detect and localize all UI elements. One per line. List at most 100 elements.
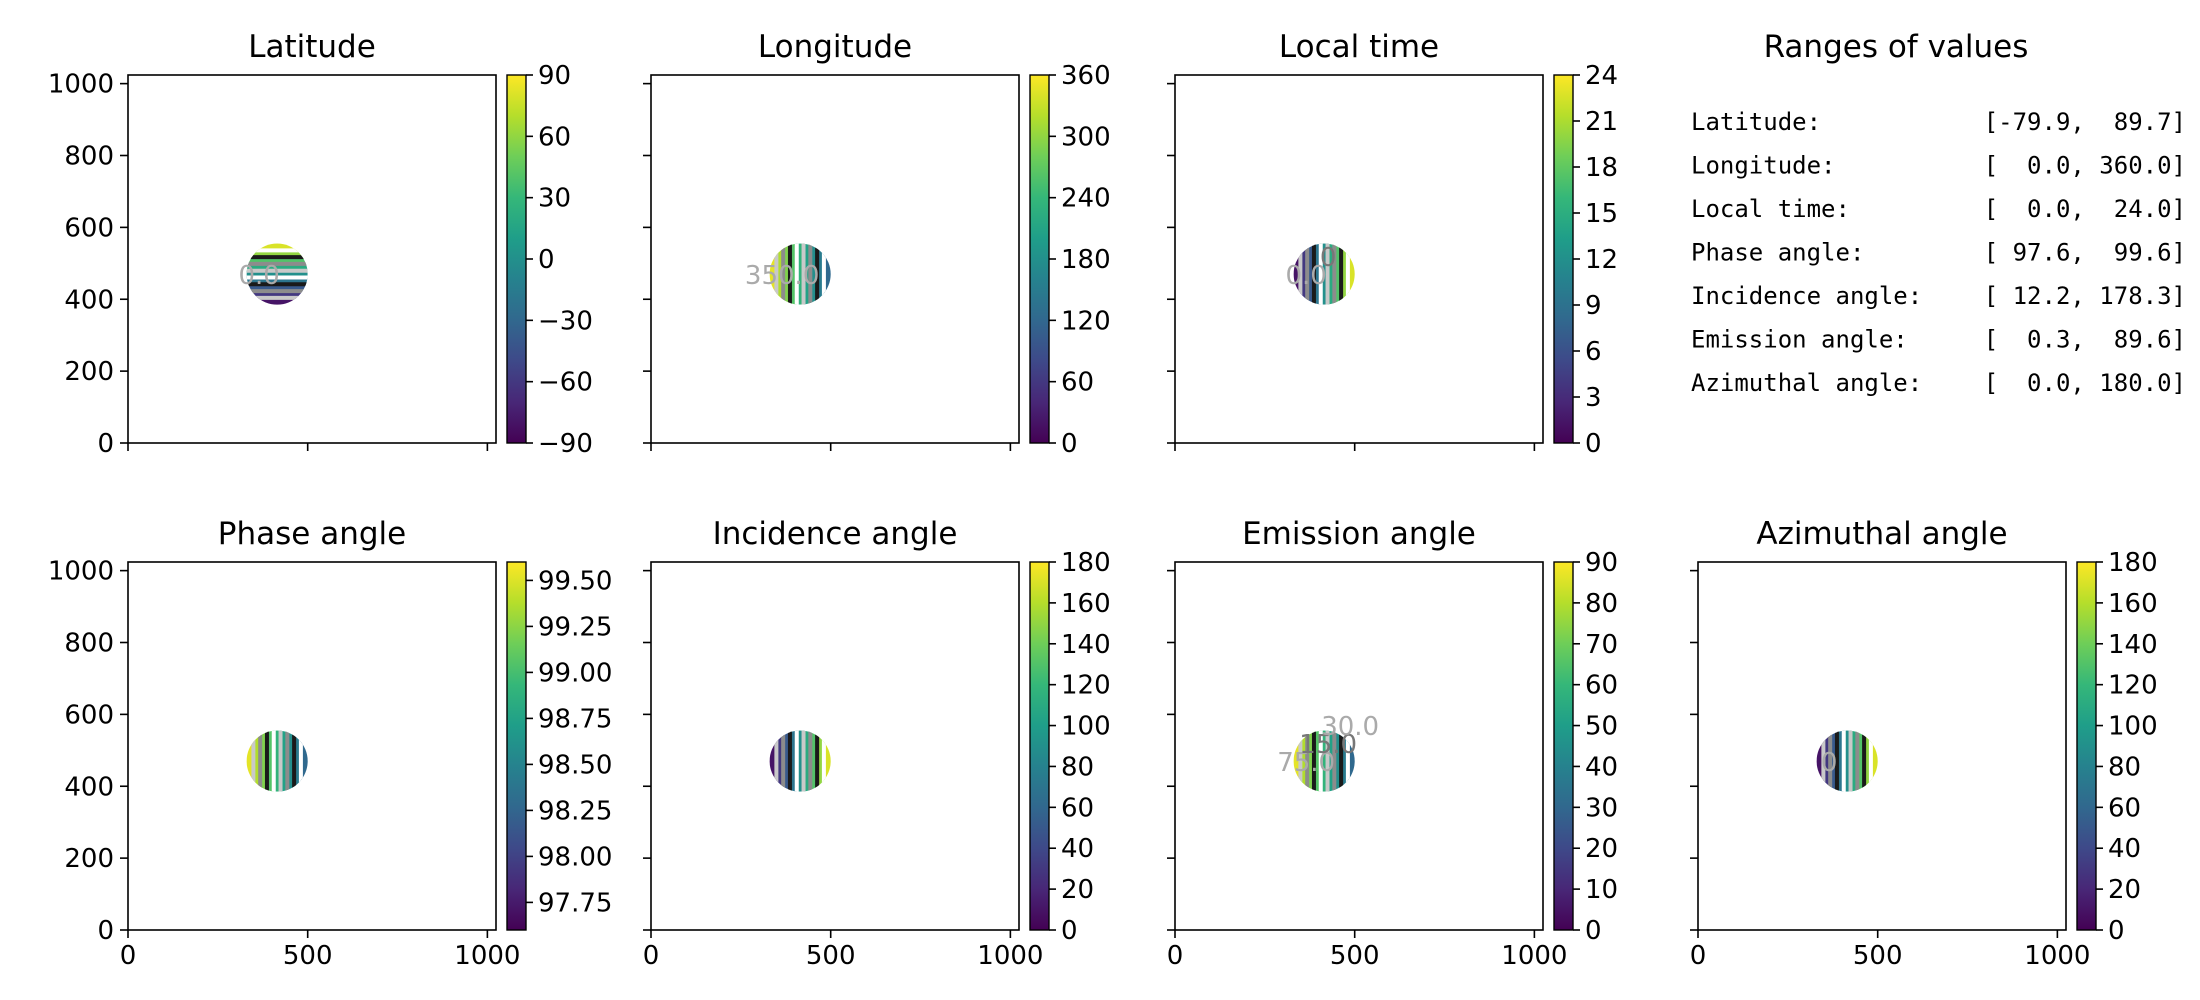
colorbar-tick-label: 60	[538, 122, 571, 152]
contour-label: 75.0	[1277, 748, 1335, 778]
range-value: [ 0.0, 360.0]	[1984, 152, 2186, 180]
y-tick-label: 1000	[48, 70, 114, 100]
axes-frame	[650, 561, 1020, 931]
colorbar-tick-label: 24	[1585, 61, 1618, 91]
range-label: Azimuthal angle:	[1691, 369, 1922, 397]
range-value: [-79.9, 89.7]	[1984, 108, 2186, 136]
disk-band	[1334, 730, 1343, 792]
disk-band	[1313, 243, 1322, 305]
disk-band	[776, 243, 785, 305]
colorbar-tick-label: 99.00	[538, 658, 612, 688]
colorbar-tick-label: 3	[1585, 383, 1602, 413]
colorbar-tick-label: 120	[2108, 671, 2158, 701]
colorbar-tick-label: 9	[1585, 291, 1602, 321]
disk-band	[783, 730, 791, 792]
colorbar-tick-label: 97.75	[538, 888, 612, 918]
disk-band	[246, 250, 308, 259]
disk-band	[817, 730, 825, 792]
colorbar	[506, 561, 527, 931]
axes-frame	[127, 74, 497, 444]
colorbar-tick-label: 30	[538, 184, 571, 214]
y-tick-label: 0	[97, 916, 114, 946]
colorbar	[506, 74, 527, 444]
contour-label: 15.0	[1299, 730, 1357, 760]
panel-title: Azimuthal angle	[1756, 516, 2007, 552]
colorbar-tick-label: 98.50	[538, 750, 612, 780]
panel-incidence-angle: Incidence angle 0 500 1000 180 160 140 120 100 80…	[643, 516, 1111, 971]
colorbar-tick-label: 100	[1061, 712, 1111, 742]
colorbar-tick-label: 60	[1061, 793, 1094, 823]
colorbar-tick-label: 15	[1585, 199, 1618, 229]
colorbar-tick-label: 140	[2108, 630, 2158, 660]
panel-title: Longitude	[758, 29, 912, 65]
disk-band	[246, 277, 308, 286]
colorbar-tick-label: 40	[1585, 752, 1618, 782]
disk-band	[300, 730, 308, 792]
colorbar-tick-label: 0	[1585, 429, 1602, 459]
disk-band	[823, 730, 831, 792]
y-tick-label: 400	[64, 772, 114, 802]
colorbar-tick-label: 60	[1061, 368, 1094, 398]
disk-band	[1327, 730, 1336, 792]
colorbar-tick-label: 160	[2108, 589, 2158, 619]
disk-band	[789, 243, 798, 305]
colorbar-tick-label: 120	[1061, 306, 1111, 336]
colorbar-tick-label: 10	[1585, 875, 1618, 905]
panel-longitude: Longitude 350.0 360 300 240 180 120 60 0	[643, 29, 1111, 459]
disk-band	[1823, 730, 1832, 792]
x-tick-label: 1000	[2024, 941, 2090, 971]
colorbar	[2076, 561, 2097, 931]
axes-frame	[1697, 561, 2067, 931]
colorbar-tick-label: 120	[1061, 671, 1111, 701]
colorbar-tick-label: 80	[1061, 752, 1094, 782]
disk-band	[783, 243, 791, 305]
colorbar-tick-label: −30	[538, 306, 593, 336]
disk-band	[817, 243, 825, 305]
y-tick-label: 200	[64, 844, 114, 874]
disk-band	[1836, 730, 1845, 792]
disk-band	[253, 730, 262, 792]
colorbar-tick-label: 20	[1061, 875, 1094, 905]
colorbar-tick-label: 40	[1061, 834, 1094, 864]
y-tick-label: 600	[64, 700, 114, 730]
x-tick-label: 1000	[1501, 941, 1567, 971]
panel-azimuthal-angle: Azimuthal angle 0 0 500 1000 180 160 140 120 100 8…	[1690, 516, 2158, 971]
disk-band	[1843, 730, 1852, 792]
colorbar-tick-label: 40	[2108, 834, 2141, 864]
colorbar-tick-label: 60	[1585, 671, 1618, 701]
range-value: [ 12.2, 178.3]	[1984, 282, 2186, 310]
x-tick-label: 500	[283, 941, 333, 971]
y-tick-label: 800	[64, 142, 114, 172]
disk-band	[246, 730, 255, 792]
disk-band	[776, 730, 785, 792]
axes-frame	[1174, 74, 1544, 444]
planet-disk	[769, 730, 831, 792]
disk-band	[1341, 730, 1349, 792]
range-label: Local time:	[1691, 195, 1850, 223]
colorbar-tick-label: 99.25	[538, 612, 612, 642]
disk-band	[280, 730, 289, 792]
range-label: Longitude:	[1691, 152, 1836, 180]
disk-band	[1347, 730, 1355, 792]
range-label: Incidence angle:	[1691, 282, 1922, 310]
disk-band	[1864, 730, 1872, 792]
x-tick-label: 1000	[454, 941, 520, 971]
panel-title: Phase angle	[218, 516, 406, 552]
colorbar	[1029, 561, 1050, 931]
disk-band	[796, 730, 805, 792]
y-tick-label: 1000	[48, 557, 114, 587]
colorbar-tick-label: 80	[1585, 589, 1618, 619]
disk-band	[1293, 730, 1302, 792]
y-tick-label: 400	[64, 285, 114, 315]
colorbar-tick-label: 12	[1585, 245, 1618, 275]
ranges-table: Ranges of values Latitude: [-79.9, 89.7] Lo…	[1691, 29, 2186, 397]
colorbar-tick-label: 240	[1061, 184, 1111, 214]
x-tick-label: 500	[806, 941, 856, 971]
disk-band	[796, 243, 805, 305]
colorbar-tick-label: 160	[1061, 589, 1111, 619]
disk-band	[1307, 730, 1315, 792]
x-tick-label: 0	[120, 941, 137, 971]
y-tick-label: 800	[64, 629, 114, 659]
disk-band	[260, 730, 268, 792]
disk-band	[1334, 243, 1343, 305]
